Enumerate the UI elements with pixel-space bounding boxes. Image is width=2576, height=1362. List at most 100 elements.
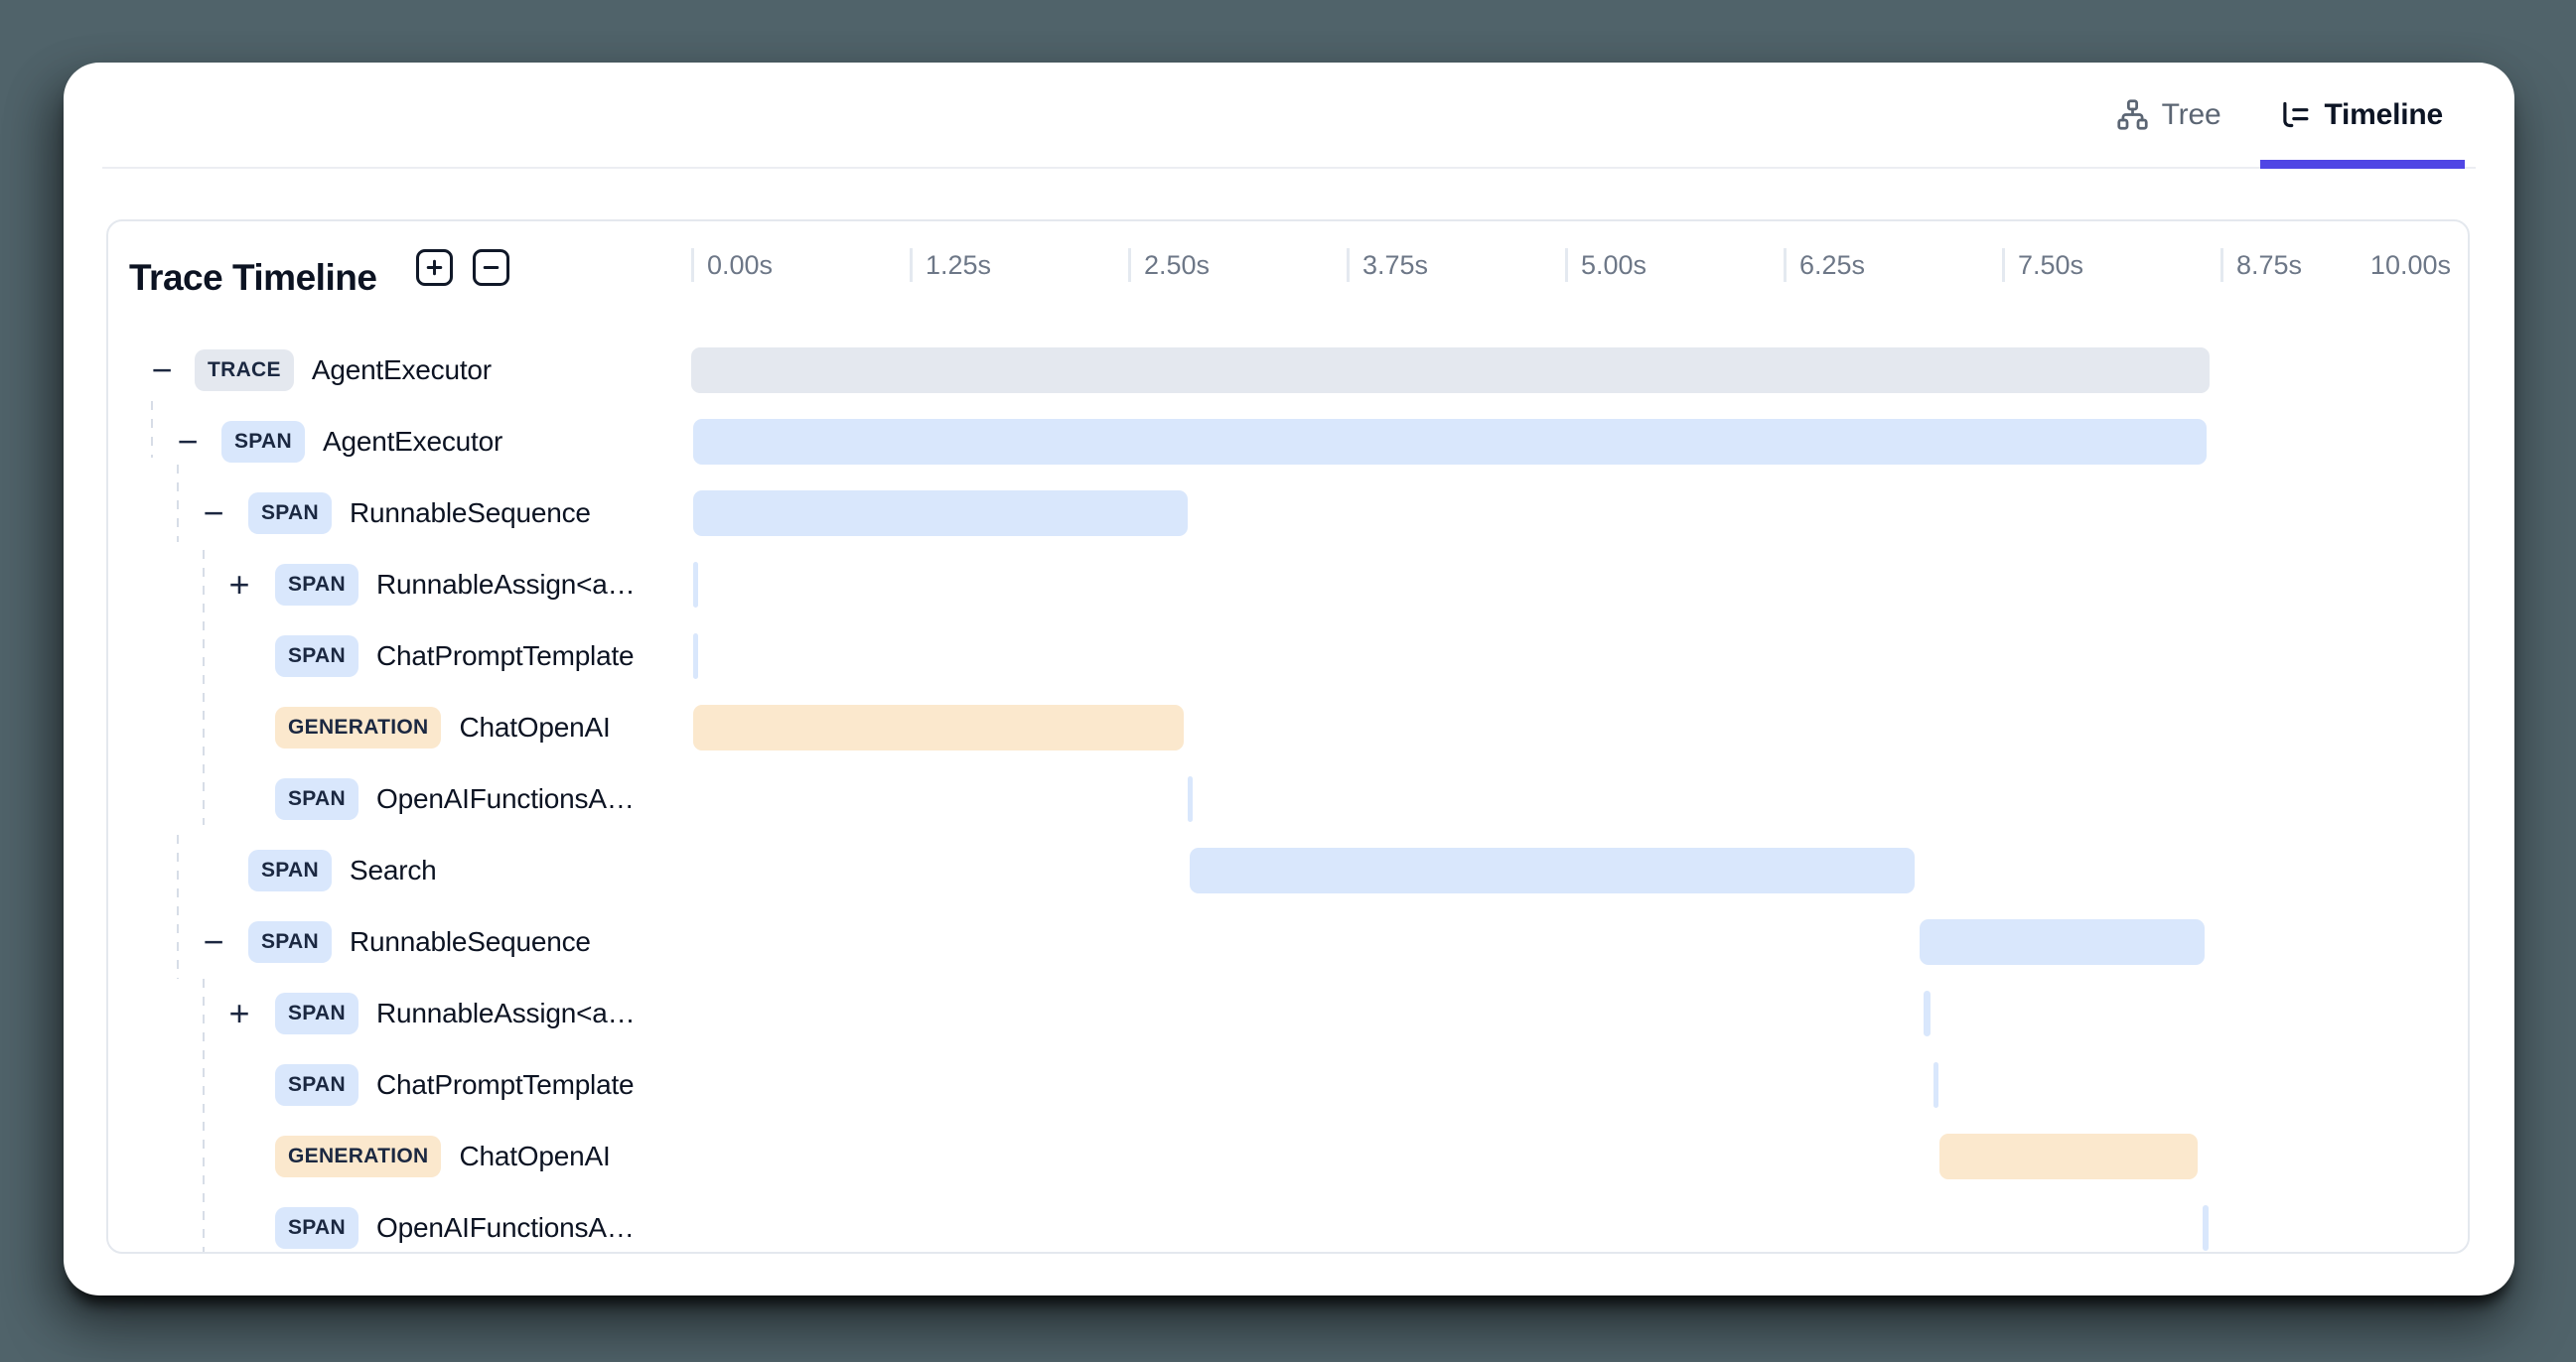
tick-label: 2.50s [1144,250,1211,280]
duration-bar[interactable] [1187,776,1193,822]
tick-label: 3.75s [1362,250,1429,280]
view-tabs: Tree Timeline [2116,63,2476,169]
duration-bar[interactable] [1923,991,1931,1036]
row-timeline [691,406,2439,477]
trace-timeline-panel: Trace Timeline 10.00s 0.00s 1.25s 2.50s 3.7… [106,219,2470,1254]
tree-cell: TRACE AgentExecutor [195,349,492,391]
type-badge: SPAN [275,993,358,1034]
tick-mark [2002,248,2005,282]
type-badge: GENERATION [275,1136,442,1177]
duration-bar[interactable] [1938,1134,2199,1179]
collapse-toggle[interactable]: − [203,921,224,962]
type-badge: SPAN [248,921,332,963]
duration-bar[interactable] [692,562,699,608]
duration-bar[interactable] [692,490,1188,536]
duration-bar[interactable] [2203,1205,2209,1251]
axis-tick: 7.50s [2002,248,2083,282]
observation-name: OpenAIFunctionsA… [376,1212,635,1243]
tree-guide-line [203,979,205,1252]
tick-label: 0.00s [707,250,774,280]
type-badge: SPAN [275,1207,358,1249]
axis-tick: 5.00s [1565,248,1646,282]
tree-icon [2116,98,2149,131]
tree-cell: SPAN RunnableAssign<a… [275,993,636,1034]
tick-mark [1784,248,1787,282]
tick-label: 5.00s [1581,250,1647,280]
collapse-toggle[interactable]: − [177,421,199,462]
tree-cell: GENERATION ChatOpenAI [275,707,611,749]
tree-cell: SPAN Search [248,850,437,891]
tree-cell: SPAN RunnableSequence [248,492,591,534]
tree-guide-line [177,465,179,542]
span-row[interactable]: − SPAN RunnableSequence [108,477,2468,549]
tick-mark [691,248,694,282]
zoom-in-button[interactable] [416,249,453,286]
span-row[interactable]: + SPAN RunnableAssign<a… [108,978,2468,1049]
tick-label: 7.50s [2018,250,2084,280]
expand-toggle[interactable]: + [228,993,250,1033]
row-timeline [691,1192,2439,1252]
tree-cell: SPAN OpenAIFunctionsA… [275,778,635,820]
axis-tick: 0.00s [691,248,773,282]
observation-name: ChatOpenAI [459,712,611,743]
row-timeline [691,477,2439,549]
view-switcher-bar: Tree Timeline [102,63,2476,169]
observation-name: OpenAIFunctionsA… [376,783,635,814]
panel-title: Trace Timeline [129,257,377,298]
duration-bar[interactable] [692,419,2207,465]
panel-header: Trace Timeline 10.00s 0.00s 1.25s 2.50s 3.7… [108,221,2468,335]
span-row[interactable]: SPAN OpenAIFunctionsA… [108,1192,2468,1252]
row-timeline [691,335,2439,406]
span-row[interactable]: SPAN ChatPromptTemplate [108,1049,2468,1121]
trace-rows: − TRACE AgentExecutor − SPAN AgentExecut… [108,335,2468,1252]
axis-tick: 3.75s [1347,248,1428,282]
trace-row[interactable]: − TRACE AgentExecutor [108,335,2468,406]
type-badge: TRACE [195,349,294,391]
span-row[interactable]: SPAN OpenAIFunctionsA… [108,763,2468,835]
duration-bar[interactable] [692,705,1185,750]
generation-row[interactable]: GENERATION ChatOpenAI [108,692,2468,763]
type-badge: SPAN [275,635,358,677]
collapse-toggle[interactable]: − [151,349,173,390]
tree-cell: SPAN AgentExecutor [221,421,502,463]
tick-mark [1347,248,1350,282]
type-badge: SPAN [248,492,332,534]
zoom-out-button[interactable] [473,249,509,286]
type-badge: SPAN [248,850,332,891]
tick-mark [1128,248,1131,282]
duration-bar[interactable] [692,633,698,679]
tree-cell: SPAN RunnableAssign<a… [275,564,636,606]
tree-cell: SPAN ChatPromptTemplate [275,635,635,677]
observation-name: RunnableSequence [350,926,591,957]
tree-guide-line [203,550,205,825]
axis-end-label: 10.00s [2369,250,2451,280]
type-badge: GENERATION [275,707,442,749]
type-badge: SPAN [275,1064,358,1106]
tick-mark [1565,248,1568,282]
axis-tick: 8.75s [2220,248,2302,282]
type-badge: SPAN [275,564,358,606]
observation-name: RunnableAssign<a… [376,569,636,600]
span-row[interactable]: − SPAN AgentExecutor [108,406,2468,477]
observation-name: ChatPromptTemplate [376,1069,635,1100]
row-timeline [691,763,2439,835]
row-timeline [691,620,2439,692]
expand-toggle[interactable]: + [228,564,250,605]
collapse-toggle[interactable]: − [203,492,224,533]
duration-bar[interactable] [1920,919,2206,965]
tab-timeline[interactable]: Timeline [2260,63,2465,169]
duration-bar[interactable] [691,347,2211,393]
timeline-icon [2278,98,2311,131]
tab-tree-label: Tree [2161,97,2221,131]
axis-tick: 6.25s [1784,248,1865,282]
observation-name: ChatPromptTemplate [376,640,635,671]
generation-row[interactable]: GENERATION ChatOpenAI [108,1121,2468,1192]
span-row[interactable]: SPAN Search [108,835,2468,906]
span-row[interactable]: + SPAN RunnableAssign<a… [108,549,2468,620]
duration-bar[interactable] [1933,1062,1939,1108]
span-row[interactable]: − SPAN RunnableSequence [108,906,2468,978]
duration-bar[interactable] [1189,848,1915,893]
tab-tree[interactable]: Tree [2116,63,2221,167]
span-row[interactable]: SPAN ChatPromptTemplate [108,620,2468,692]
